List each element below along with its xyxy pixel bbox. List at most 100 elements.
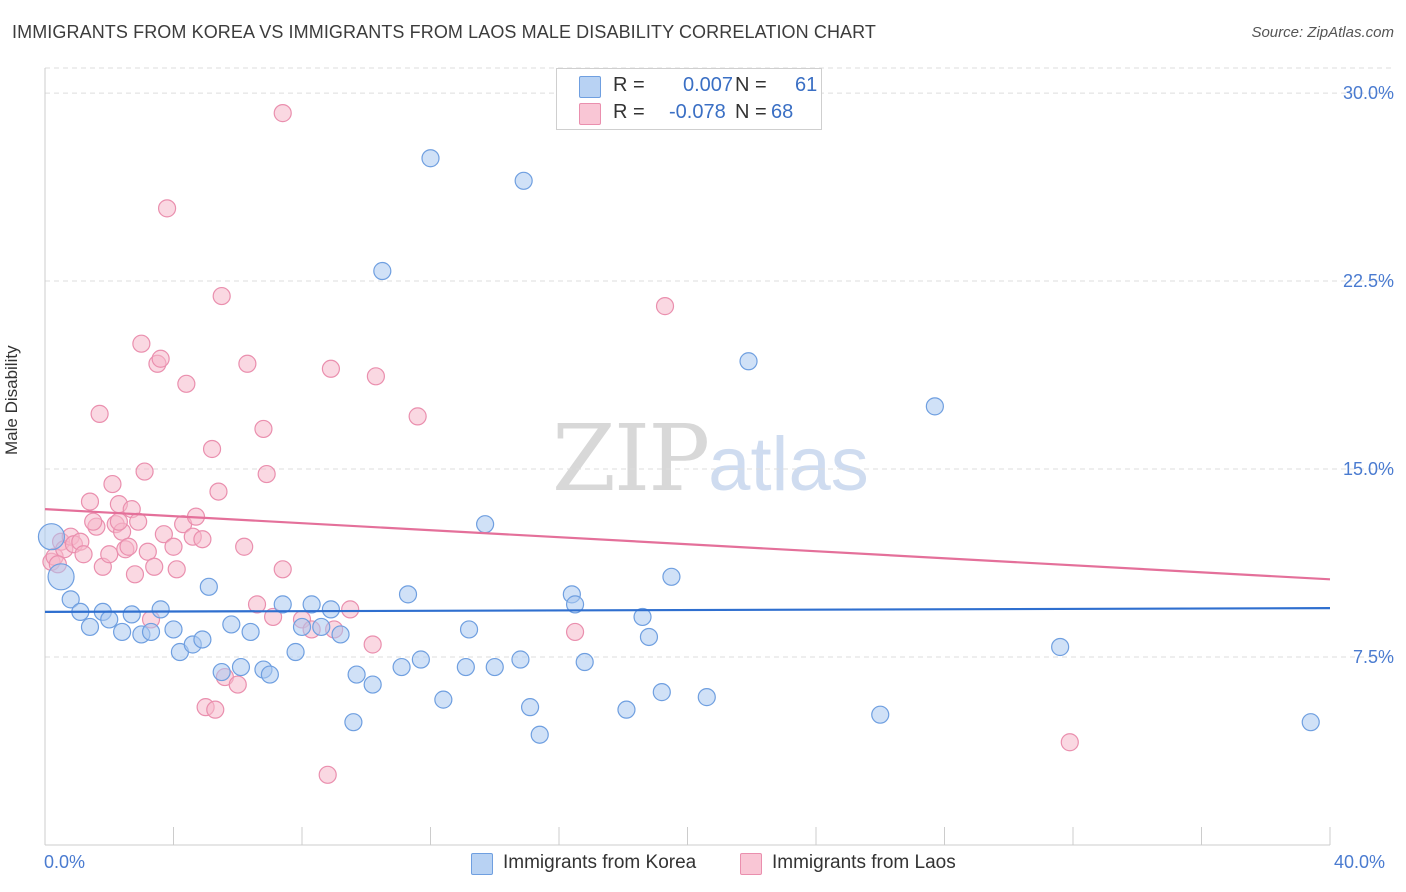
data-point-laos (154, 525, 173, 544)
data-point-korea (662, 567, 681, 586)
data-point-korea (871, 705, 890, 724)
legend-laos-n-label: N = (735, 101, 767, 123)
data-point-korea (331, 625, 350, 644)
data-point-laos (74, 545, 93, 564)
data-point-laos (157, 199, 177, 218)
data-point-laos (177, 374, 196, 393)
data-point-korea (456, 657, 475, 677)
data-point-korea (511, 650, 530, 669)
data-point-laos (254, 419, 273, 439)
trend-line-laos (44, 508, 1331, 581)
data-point-laos (202, 439, 222, 459)
correlation-legend: R = 0.007 N = 61 R = -0.078 N = 68 (556, 68, 822, 130)
series-legend: Immigrants from Korea Immigrants from La… (0, 852, 1406, 878)
data-point-korea (286, 642, 305, 662)
data-point-korea (302, 595, 321, 614)
legend-laos-r-label: R = (613, 101, 645, 123)
data-point-korea (633, 607, 652, 627)
legend-swatch-korea (579, 76, 601, 98)
data-point-laos (206, 700, 225, 719)
data-point-laos (80, 492, 100, 511)
data-point-laos (132, 334, 151, 353)
data-point-laos (109, 512, 128, 531)
data-point-laos (363, 635, 382, 654)
data-point-laos (100, 545, 119, 564)
data-point-korea (199, 577, 218, 596)
y-tick-label: 15.0% (1343, 459, 1394, 479)
data-point-laos (341, 600, 360, 619)
data-point-laos (151, 349, 170, 368)
data-point-korea (37, 523, 66, 551)
data-point-laos (321, 359, 341, 378)
watermark-zip: ZIP (552, 405, 710, 512)
data-point-laos (263, 607, 283, 627)
legend-korea-n-label: N = (735, 74, 767, 96)
data-point-laos (235, 537, 254, 556)
data-point-korea (617, 700, 636, 719)
data-point-laos (273, 104, 292, 123)
data-point-laos (135, 462, 154, 481)
data-point-laos (145, 557, 164, 576)
data-point-korea (476, 515, 495, 534)
series-legend-swatch-korea (471, 853, 493, 875)
data-point-korea (122, 605, 141, 624)
legend-laos-n-value: 68 (771, 101, 794, 123)
data-point-korea (100, 610, 119, 629)
data-point-laos (318, 765, 337, 784)
watermark: ZIPatlas (552, 405, 869, 512)
data-point-laos (164, 537, 183, 556)
data-point-laos (209, 482, 228, 501)
data-point-korea (392, 657, 411, 677)
series-legend-label-laos: Immigrants from Laos (772, 852, 956, 873)
data-point-laos (125, 565, 145, 584)
data-point-korea (151, 600, 170, 619)
x-axis-max-label: 40.0% (1334, 852, 1386, 872)
data-point-korea (347, 665, 366, 684)
data-point-korea (373, 261, 392, 281)
data-point-korea (273, 595, 292, 614)
data-point-korea (212, 662, 231, 682)
data-point-korea (434, 690, 453, 709)
data-point-laos (129, 512, 148, 531)
y-tick-label: 30.0% (1343, 83, 1394, 103)
data-point-korea (565, 595, 585, 614)
data-point-laos (90, 404, 109, 423)
data-point-korea (575, 652, 594, 672)
data-point-korea (61, 590, 80, 609)
data-point-laos (257, 464, 276, 484)
data-point-korea (241, 622, 260, 642)
data-point-korea (193, 630, 212, 649)
data-point-laos (273, 560, 292, 579)
legend-korea-r-label: R = (613, 74, 645, 96)
legend-laos-r-value: -0.078 (669, 101, 726, 123)
data-point-korea (421, 149, 440, 168)
data-point-korea (697, 688, 716, 707)
data-point-laos (212, 286, 231, 306)
data-point-korea (344, 713, 363, 732)
source-credit: Source: ZipAtlas.com (1251, 24, 1394, 41)
data-point-laos (193, 530, 212, 549)
data-point-korea (312, 617, 331, 637)
chart-title: IMMIGRANTS FROM KOREA VS IMMIGRANTS FROM… (12, 22, 877, 42)
data-point-korea (639, 627, 659, 647)
data-point-korea (520, 698, 540, 717)
data-point-korea (530, 725, 549, 744)
data-point-korea (1301, 713, 1320, 732)
y-tick-label: 22.5% (1343, 271, 1394, 291)
data-point-korea (652, 683, 671, 702)
data-point-laos (366, 367, 385, 386)
data-point-korea (398, 585, 418, 604)
data-point-korea (141, 622, 161, 642)
data-point-laos (238, 354, 257, 373)
data-point-korea (739, 352, 758, 371)
data-point-laos (103, 474, 122, 494)
data-point-laos (167, 560, 186, 579)
y-tick-label: 7.5% (1353, 647, 1394, 667)
data-point-korea (80, 617, 100, 637)
data-point-korea (231, 657, 251, 677)
series-legend-label-korea: Immigrants from Korea (503, 852, 697, 873)
data-point-korea (485, 657, 504, 677)
trend-line-korea (44, 607, 1331, 614)
data-point-korea (1051, 637, 1070, 657)
